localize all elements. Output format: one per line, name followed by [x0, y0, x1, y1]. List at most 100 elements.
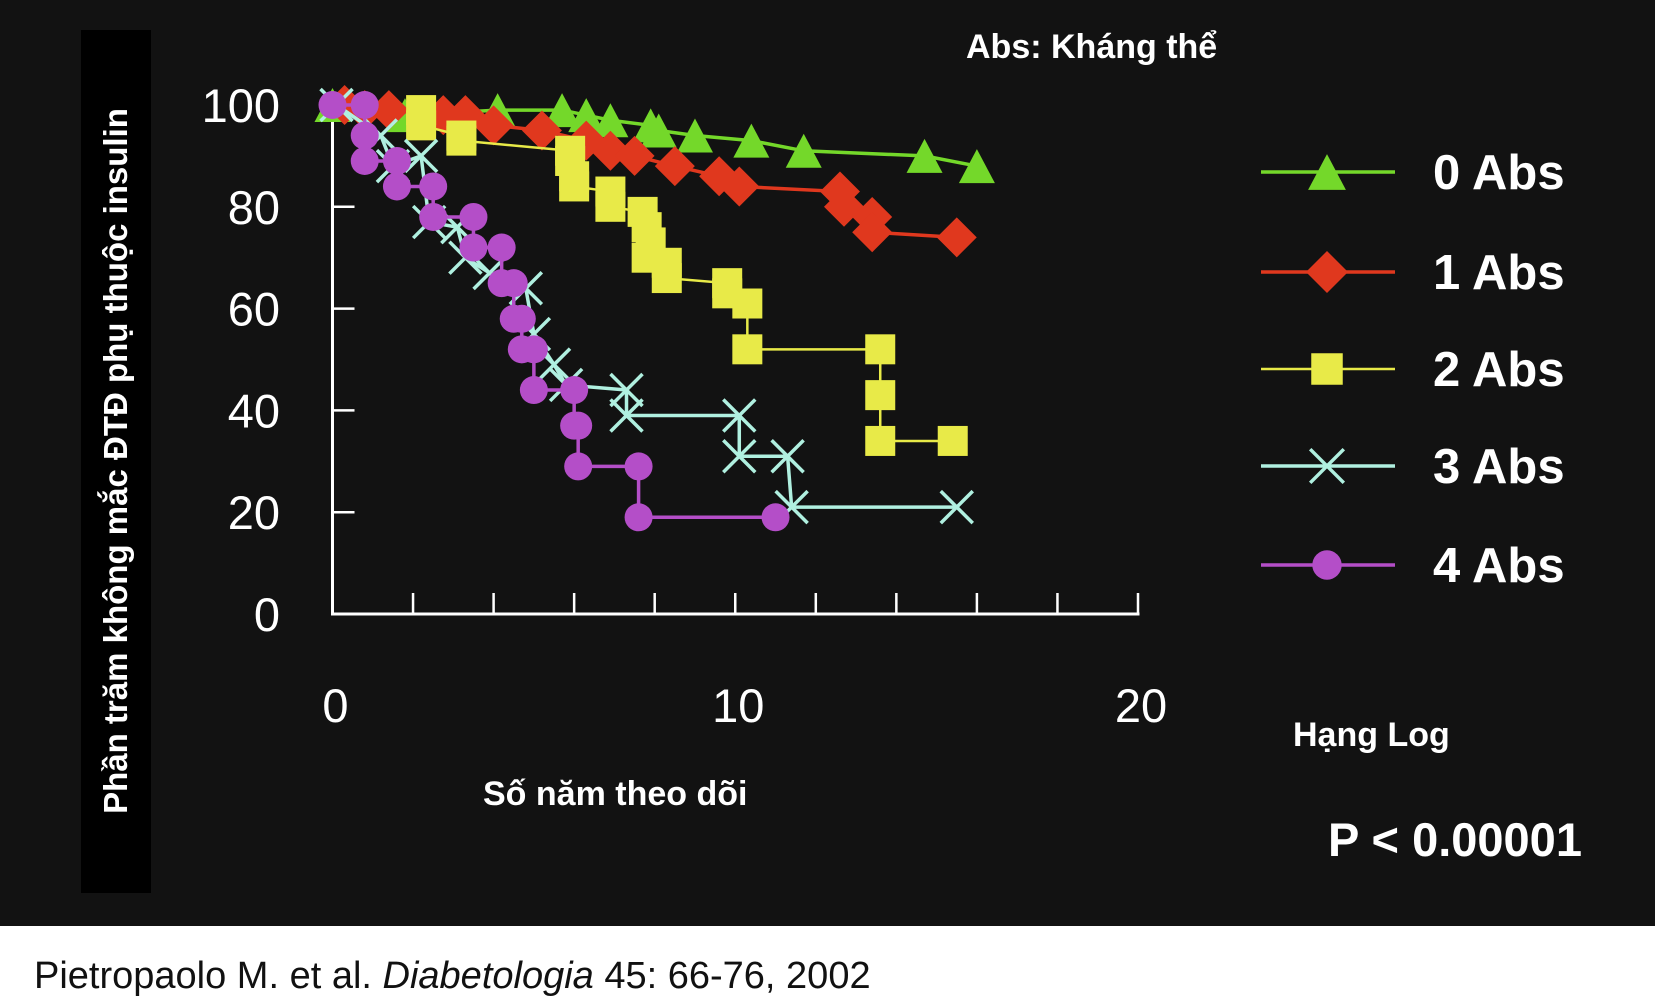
triangle-marker	[676, 118, 713, 153]
square-marker	[865, 425, 896, 456]
diamond-marker	[719, 166, 760, 207]
x-marker-stroke	[609, 398, 644, 433]
citation-journal: Diabetologia	[382, 955, 594, 997]
triangle-marker	[733, 123, 770, 158]
p-value-label: P < 0.00001	[1328, 813, 1582, 866]
circle-marker	[350, 146, 379, 175]
triangle-marker	[592, 103, 629, 138]
square-marker	[732, 334, 763, 365]
diamond-marker	[614, 135, 655, 176]
y-tick-label: 0	[254, 588, 280, 641]
circle-marker	[1312, 550, 1342, 580]
square-marker	[937, 425, 968, 456]
x-marker	[1308, 447, 1346, 485]
x-marker	[722, 438, 757, 474]
circle-marker	[499, 269, 528, 298]
x-marker-stroke	[722, 398, 757, 433]
diamond-marker	[473, 105, 514, 146]
y-tick-label: 80	[228, 181, 280, 234]
x-tick-label: 0	[322, 679, 348, 732]
circle-marker	[419, 202, 448, 231]
circle-marker	[318, 91, 347, 119]
series-2-abs	[406, 95, 968, 456]
legend-label: 1 Abs	[1433, 246, 1565, 300]
legend-item: 3 Abs	[1261, 440, 1565, 494]
legend-item: 1 Abs	[1261, 246, 1565, 300]
square-marker	[1311, 353, 1343, 385]
square-marker	[559, 171, 590, 202]
legend: 0 Abs 1 Abs 2 Abs 3 Abs 4 Abs	[1261, 146, 1565, 593]
diamond-marker	[368, 90, 409, 131]
diamond-marker	[936, 217, 977, 258]
x-marker-stroke	[770, 438, 805, 474]
circle-marker	[459, 202, 488, 231]
triangle-marker	[640, 113, 677, 148]
x-marker	[939, 489, 974, 525]
legend-label: 2 Abs	[1433, 343, 1565, 397]
square-marker	[406, 110, 437, 141]
legend-label: 4 Abs	[1433, 539, 1565, 593]
circle-marker	[564, 452, 593, 481]
stat-test-label: Hạng Log	[1293, 716, 1450, 754]
circle-marker	[560, 376, 589, 405]
circle-marker	[487, 233, 516, 262]
legend-item: 2 Abs	[1261, 343, 1565, 397]
square-marker	[865, 334, 896, 365]
y-axis-label-box	[81, 30, 151, 893]
circle-marker	[507, 304, 536, 333]
series-4-abs	[318, 91, 790, 532]
x-marker-stroke	[1308, 447, 1346, 485]
x-marker	[722, 398, 757, 433]
x-marker	[403, 138, 439, 174]
x-marker-stroke	[722, 438, 757, 474]
y-tick-label: 40	[228, 384, 280, 437]
triangle-marker	[906, 138, 943, 173]
survival-chart: 0 20 40 60 80 100 0 10 20 0 Abs 1 Abs 2 Abs 3 Abs 4 …	[202, 79, 1565, 732]
legend-label: 3 Abs	[1433, 440, 1565, 494]
circle-marker	[382, 146, 411, 175]
triangle-marker	[958, 149, 995, 184]
x-axis-label: Số năm theo dõi	[483, 775, 748, 813]
x-tick-label: 20	[1115, 679, 1167, 732]
x-marker	[609, 398, 644, 433]
triangle-marker	[1308, 154, 1346, 190]
citation: Pietropaolo M. et al. Diabetologia 45: 6…	[34, 955, 871, 998]
x-marker-stroke	[609, 372, 644, 408]
circle-marker	[350, 121, 379, 150]
chart-title: Abs: Kháng thể	[966, 28, 1218, 66]
chart-panel	[0, 0, 1655, 926]
y-tick-label: 60	[228, 283, 280, 336]
circle-marker	[519, 376, 548, 405]
circle-marker	[624, 452, 653, 481]
y-tick-label: 20	[228, 486, 280, 539]
x-marker	[609, 372, 644, 408]
y-tick-label: 100	[202, 79, 280, 132]
circle-marker	[350, 91, 379, 119]
legend-item: 4 Abs	[1261, 539, 1565, 593]
x-tick-label: 10	[712, 679, 764, 732]
triangle-marker	[568, 98, 605, 133]
x-marker	[770, 438, 805, 474]
axes: 0 20 40 60 80 100 0 10 20	[202, 79, 1168, 732]
x-marker-stroke	[536, 347, 572, 382]
x-marker-stroke	[403, 138, 439, 174]
circle-marker	[382, 172, 411, 201]
circle-marker	[624, 503, 653, 532]
diamond-marker	[654, 146, 695, 187]
square-marker	[446, 125, 477, 156]
circle-marker	[564, 411, 593, 440]
diamond-marker	[852, 212, 893, 253]
circle-marker	[419, 172, 448, 201]
circle-marker	[459, 233, 488, 262]
citation-details: 45: 66-76, 2002	[604, 955, 871, 997]
diamond-marker	[1306, 251, 1348, 293]
diamond-marker	[521, 110, 562, 151]
legend-label: 0 Abs	[1433, 146, 1565, 200]
square-marker	[651, 263, 682, 294]
triangle-marker	[785, 133, 822, 168]
triangle-marker	[544, 93, 581, 128]
square-marker	[732, 288, 763, 319]
square-marker	[595, 191, 626, 222]
circle-marker	[519, 335, 548, 364]
legend-item: 0 Abs	[1261, 146, 1565, 200]
